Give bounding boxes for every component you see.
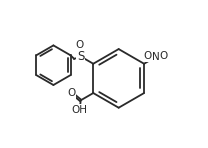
Text: O: O	[143, 51, 152, 61]
Text: O: O	[76, 40, 84, 50]
Text: OH: OH	[72, 105, 88, 115]
Text: N: N	[152, 52, 159, 62]
Text: S: S	[77, 50, 84, 63]
Text: O: O	[159, 51, 168, 61]
Text: O: O	[68, 88, 76, 98]
